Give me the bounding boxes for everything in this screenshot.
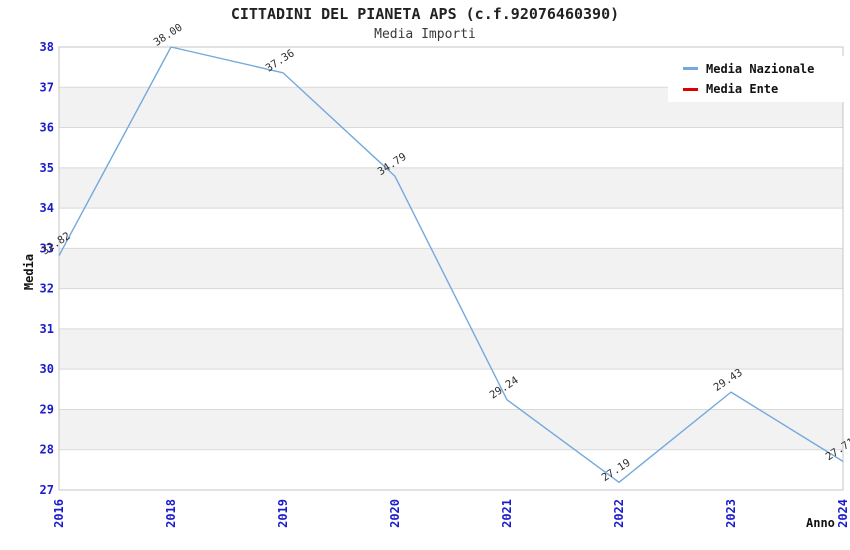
plot-band	[59, 288, 843, 329]
x-tick-label: 2021	[500, 499, 514, 528]
y-tick-label: 33	[40, 241, 54, 255]
plot-band	[59, 409, 843, 450]
y-tick-label: 32	[40, 282, 54, 296]
y-tick-label: 36	[40, 121, 54, 135]
x-tick-label: 2019	[276, 499, 290, 528]
plot-band	[59, 449, 843, 490]
plot-border	[58, 46, 844, 491]
legend-item-media-ente: Media Ente	[668, 81, 846, 97]
legend: Media Nazionale Media Ente	[668, 56, 846, 102]
plot-band	[59, 328, 843, 370]
y-tick-label: 34	[40, 201, 54, 215]
y-tick-label: 31	[40, 322, 54, 336]
x-tick-label: 2024	[836, 499, 850, 528]
x-axis-title: Anno	[806, 516, 835, 530]
legend-label-media-ente: Media Ente	[706, 82, 779, 97]
y-tick-label: 38	[40, 40, 54, 54]
y-tick-label: 37	[40, 80, 54, 94]
y-tick-label: 35	[40, 161, 54, 175]
plot-band	[59, 167, 843, 209]
y-tick-label: 27	[40, 483, 54, 497]
y-tick-label: 28	[40, 443, 54, 457]
media-nazionale-line-swatch	[683, 67, 698, 71]
y-tick-label: 30	[40, 362, 54, 376]
series-line	[58, 46, 844, 484]
x-tick-label: 2022	[612, 499, 626, 528]
plot-band	[59, 208, 843, 249]
y-axis-title: Media	[22, 253, 36, 291]
plot-band	[59, 248, 843, 289]
x-tick-label: 2018	[164, 499, 178, 528]
x-tick-label: 2020	[388, 499, 402, 528]
legend-label-media-nazionale: Media Nazionale	[706, 61, 815, 76]
x-tick-label: 2016	[52, 499, 66, 528]
chart-subtitle: Media Importi	[374, 27, 476, 42]
plot-band	[59, 127, 843, 168]
data-point-label: 38.00	[152, 21, 185, 48]
y-tick-label: 29	[40, 402, 54, 416]
plot-band	[59, 369, 843, 410]
media-ente-line-swatch	[683, 87, 698, 91]
legend-item-media-nazionale: Media Nazionale	[668, 61, 846, 77]
chart-title: CITTADINI DEL PIANETA APS (c.f.920764603…	[230, 5, 620, 23]
x-tick-label: 2023	[724, 499, 738, 528]
